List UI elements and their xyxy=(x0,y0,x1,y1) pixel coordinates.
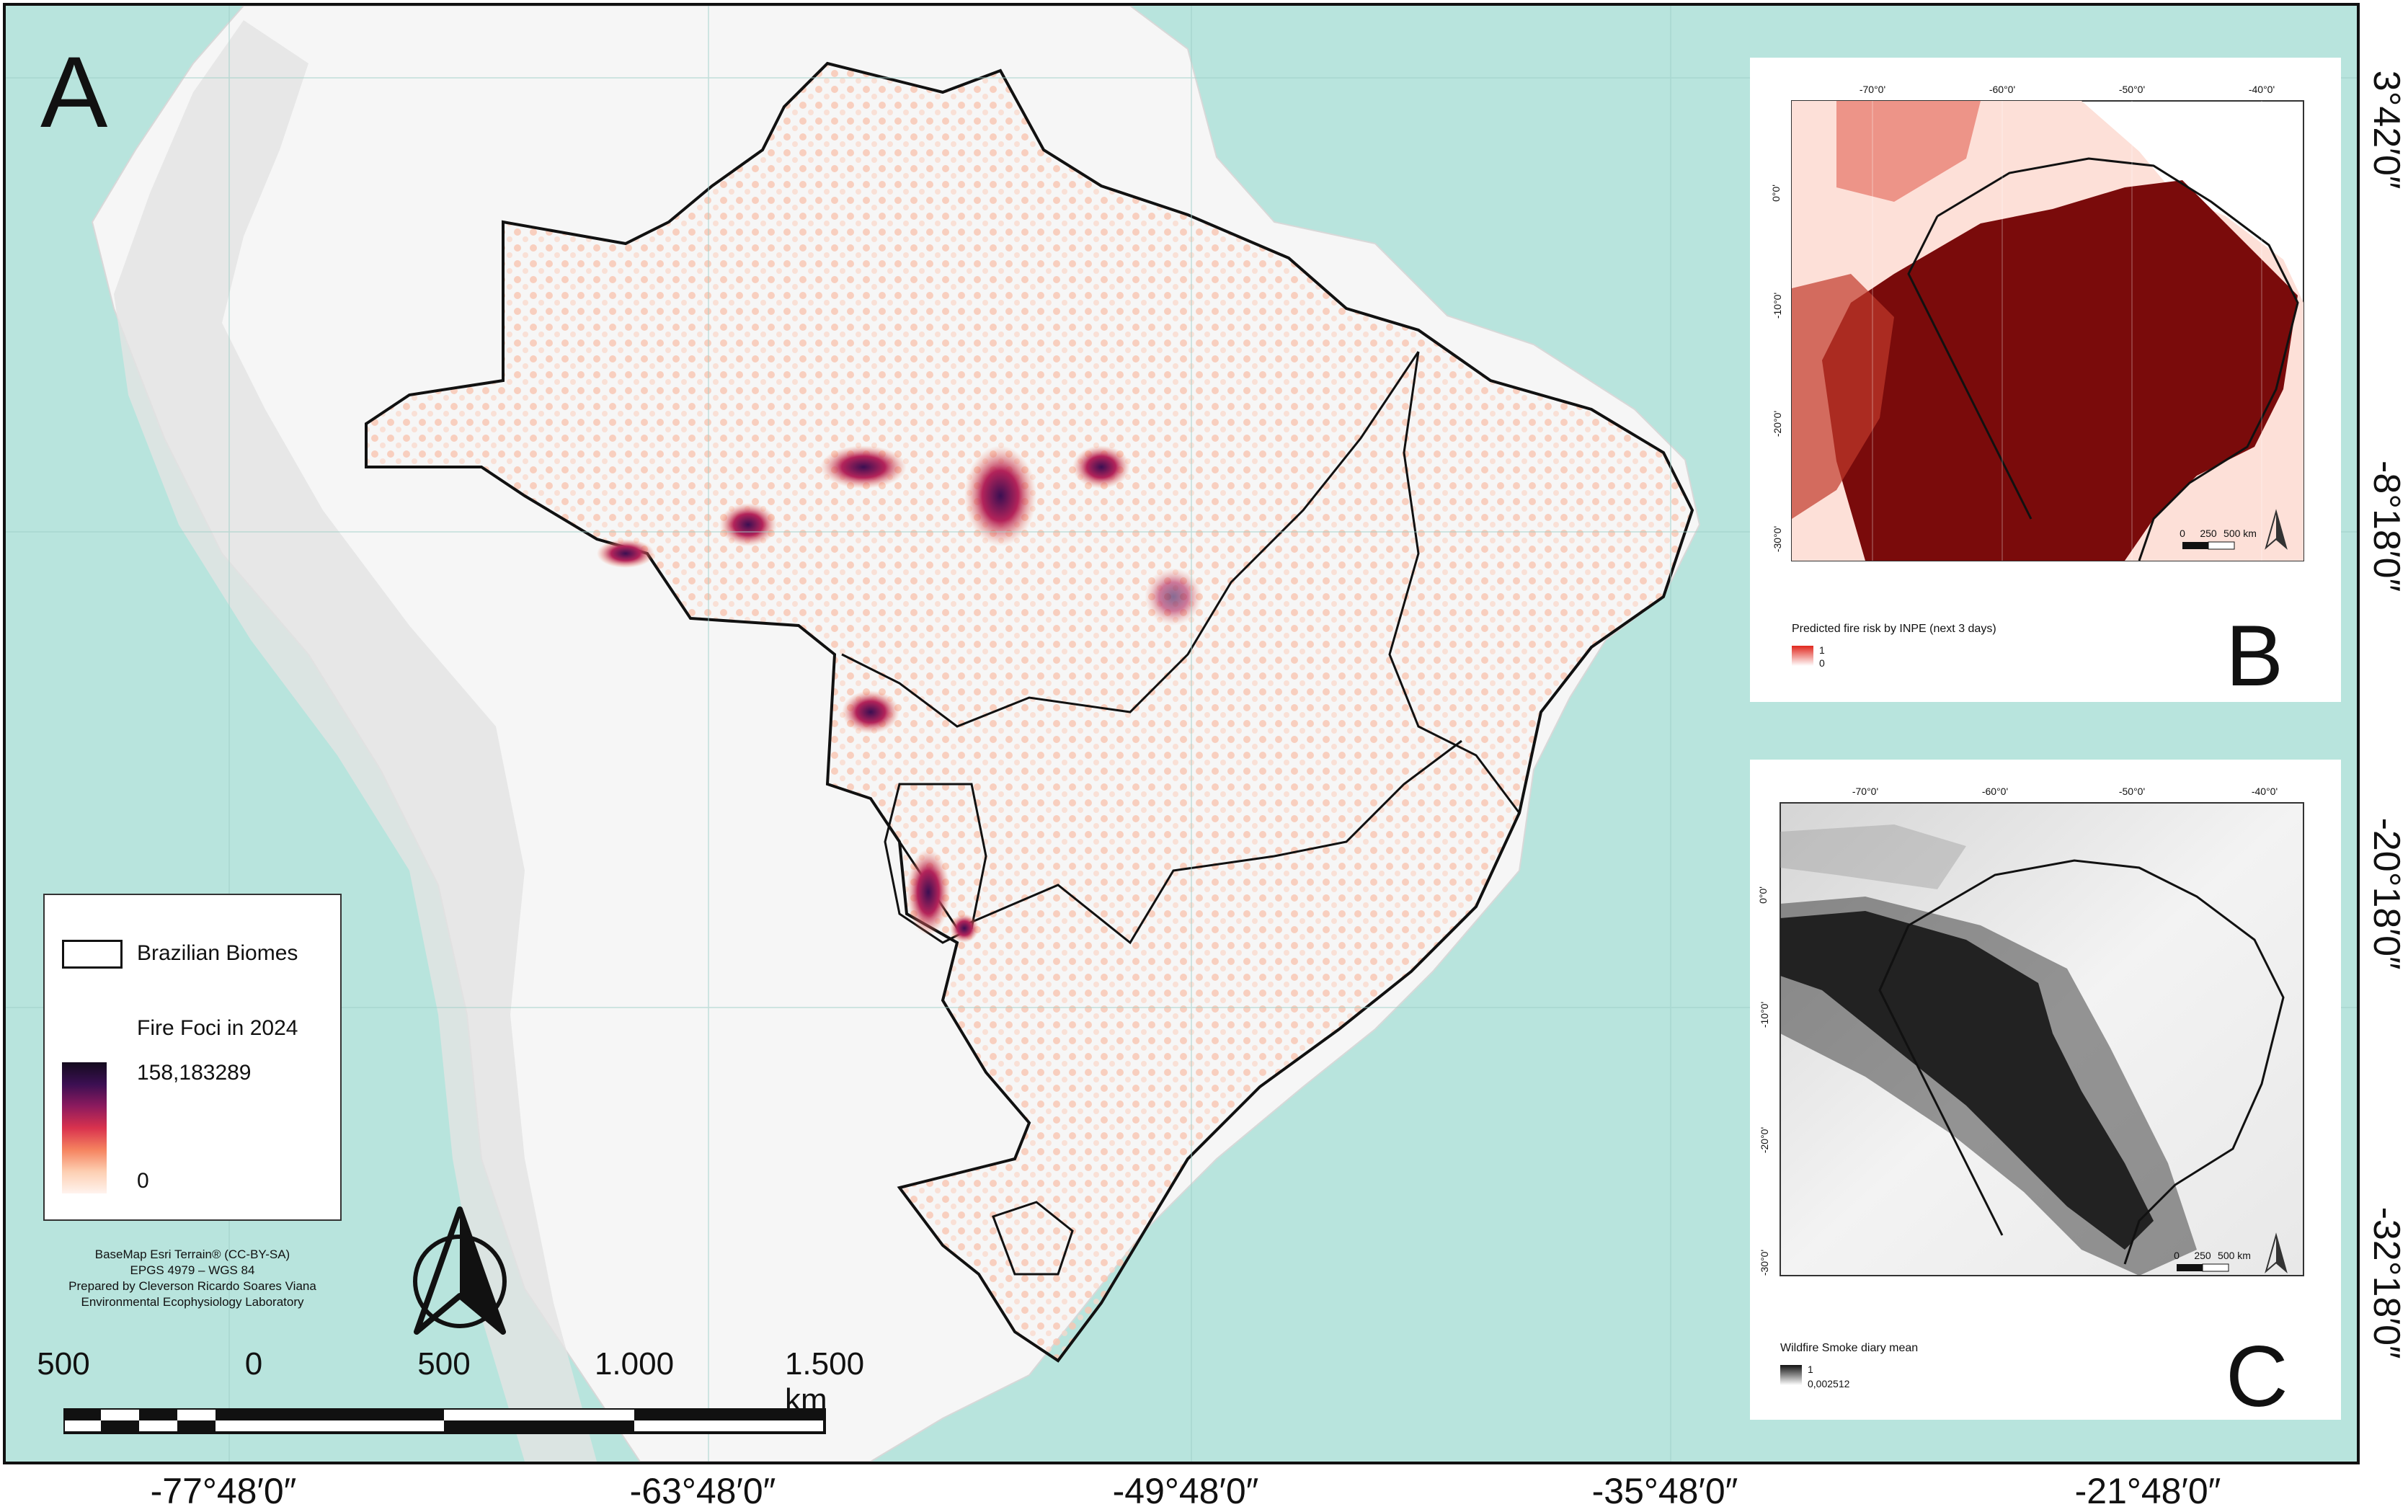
lat-label-4: -32°18′0″ xyxy=(2365,1206,2407,1359)
legend-biomes-label: Brazilian Biomes xyxy=(137,941,298,965)
panel-c-letter: C xyxy=(2226,1328,2288,1425)
credit-lab: Environmental Ecophysiology Laboratory xyxy=(81,1295,304,1309)
inset-b-lat-tick-3: -20°0' xyxy=(1772,410,1784,437)
inset-c-lat-tick-4: -30°0' xyxy=(1759,1249,1771,1276)
inset-b-lon-tick-2: -60°0' xyxy=(1989,84,2016,95)
legend-max-value: 158,183289 xyxy=(137,1061,252,1085)
map-frame: A Brazilian Biomes Fire Foci in 2024 158… xyxy=(3,3,2360,1464)
legend-a: Brazilian Biomes Fire Foci in 2024 158,1… xyxy=(43,894,342,1221)
inset-b-legend-max: 1 xyxy=(1819,644,1825,656)
inset-c: -70°0' -60°0' -50°0' -40°0' 0°0' -10°0' … xyxy=(1750,760,2341,1420)
scale-tick-0: 0 xyxy=(244,1346,263,1382)
lon-label-2: -63°48′0″ xyxy=(629,1471,776,1511)
credit-author: Prepared by Cleverson Ricardo Soares Via… xyxy=(68,1279,316,1293)
biome-boundary-cerrado xyxy=(898,739,1462,945)
inset-b-lat-tick-4: -30°0' xyxy=(1772,525,1784,553)
inset-c-lon-tick-4: -40°0' xyxy=(2251,786,2278,797)
inset-b-scale-500: 500 km xyxy=(2223,528,2257,539)
inset-c-lon-tick-3: -50°0' xyxy=(2118,786,2146,797)
inset-b-lon-tick-3: -50°0' xyxy=(2118,84,2146,95)
biome-boundary-pampa xyxy=(992,1201,1074,1276)
lat-label-1: 3°42′0″ xyxy=(2365,70,2407,190)
inset-b-lon-tick-1: -70°0' xyxy=(1859,84,1886,95)
inset-c-legend-ramp xyxy=(1780,1365,1802,1385)
biome-swatch xyxy=(62,940,123,969)
lat-label-2: -8°18′0″ xyxy=(2365,461,2407,592)
inset-c-scale-250: 250 xyxy=(2194,1250,2211,1261)
legend-fire-title: Fire Foci in 2024 xyxy=(137,1016,298,1040)
biome-boundary-amazon xyxy=(841,351,1420,728)
inset-c-lon-tick-1: -70°0' xyxy=(1852,786,1879,797)
inset-c-map xyxy=(1780,802,2304,1276)
credit-basemap: BaseMap Esri Terrain® (CC-BY-SA) xyxy=(94,1248,290,1261)
scale-bar-graphic xyxy=(63,1408,826,1434)
inset-c-legend-max: 1 xyxy=(1808,1364,1813,1375)
lon-label-1: -77°48′0″ xyxy=(150,1471,297,1511)
map-a xyxy=(6,6,2357,1462)
fire-hotspots xyxy=(597,445,1202,943)
inset-b-legend-min: 0 xyxy=(1819,657,1825,669)
scale-bar-a: 500 0 500 1.000 1.500 km xyxy=(27,1346,864,1434)
lon-label-3: -49°48′0″ xyxy=(1112,1471,1259,1511)
inset-b-lat-tick-2: -10°0' xyxy=(1772,292,1784,319)
inset-b-map xyxy=(1791,100,2304,561)
inset-b-legend-title: Predicted fire risk by INPE (next 3 days… xyxy=(1792,623,1996,635)
scale-tick-500-left: 500 xyxy=(37,1346,90,1382)
legend-min-value: 0 xyxy=(137,1169,149,1193)
inset-b-scale-0: 0 xyxy=(2180,528,2185,539)
inset-c-lat-tick-2: -10°0' xyxy=(1759,1001,1771,1028)
inset-c-lat-tick-1: 0°0' xyxy=(1756,886,1769,904)
inset-c-lon-tick-2: -60°0' xyxy=(1981,786,2009,797)
inset-b-legend-ramp xyxy=(1792,646,1813,666)
brazil-outline xyxy=(365,61,1694,1363)
inset-b-north-arrow-icon xyxy=(2265,509,2288,550)
scale-tick-1500: 1.500 km xyxy=(784,1346,865,1418)
inset-b-lon-tick-4: -40°0' xyxy=(2248,84,2275,95)
inset-b: -70°0' -60°0' -50°0' -40°0' 0°0' -10°0' … xyxy=(1750,58,2341,702)
inset-c-legend-min: 0,002512 xyxy=(1808,1378,1850,1389)
andes-relief xyxy=(114,20,597,1462)
lon-label-5: -21°48′0″ xyxy=(2074,1471,2221,1511)
inset-c-scale-500: 500 km xyxy=(2218,1250,2251,1261)
inset-c-scale-0: 0 xyxy=(2174,1250,2180,1261)
lon-label-4: -35°48′0″ xyxy=(1591,1471,1738,1511)
inset-c-north-arrow-icon xyxy=(2265,1232,2288,1273)
inset-b-lat-tick-1: 0°0' xyxy=(1769,184,1782,202)
scale-tick-1000: 1.000 xyxy=(594,1346,675,1382)
fire-color-ramp xyxy=(62,1062,107,1193)
map-credits: BaseMap Esri Terrain® (CC-BY-SA) EPGS 49… xyxy=(43,1247,342,1310)
inset-c-lat-tick-3: -20°0' xyxy=(1759,1126,1771,1154)
lat-label-3: -20°18′0″ xyxy=(2365,817,2407,970)
scale-tick-500: 500 xyxy=(417,1346,471,1382)
credit-crs: EPGS 4979 – WGS 84 xyxy=(130,1263,255,1277)
inset-c-legend-title: Wildfire Smoke diary mean xyxy=(1780,1342,1919,1354)
inset-b-scale-250: 250 xyxy=(2200,528,2217,539)
panel-a-letter: A xyxy=(40,35,108,148)
biome-boundary-caatinga xyxy=(1388,351,1521,814)
panel-b-letter: B xyxy=(2226,608,2284,704)
north-arrow-icon xyxy=(413,1206,507,1335)
